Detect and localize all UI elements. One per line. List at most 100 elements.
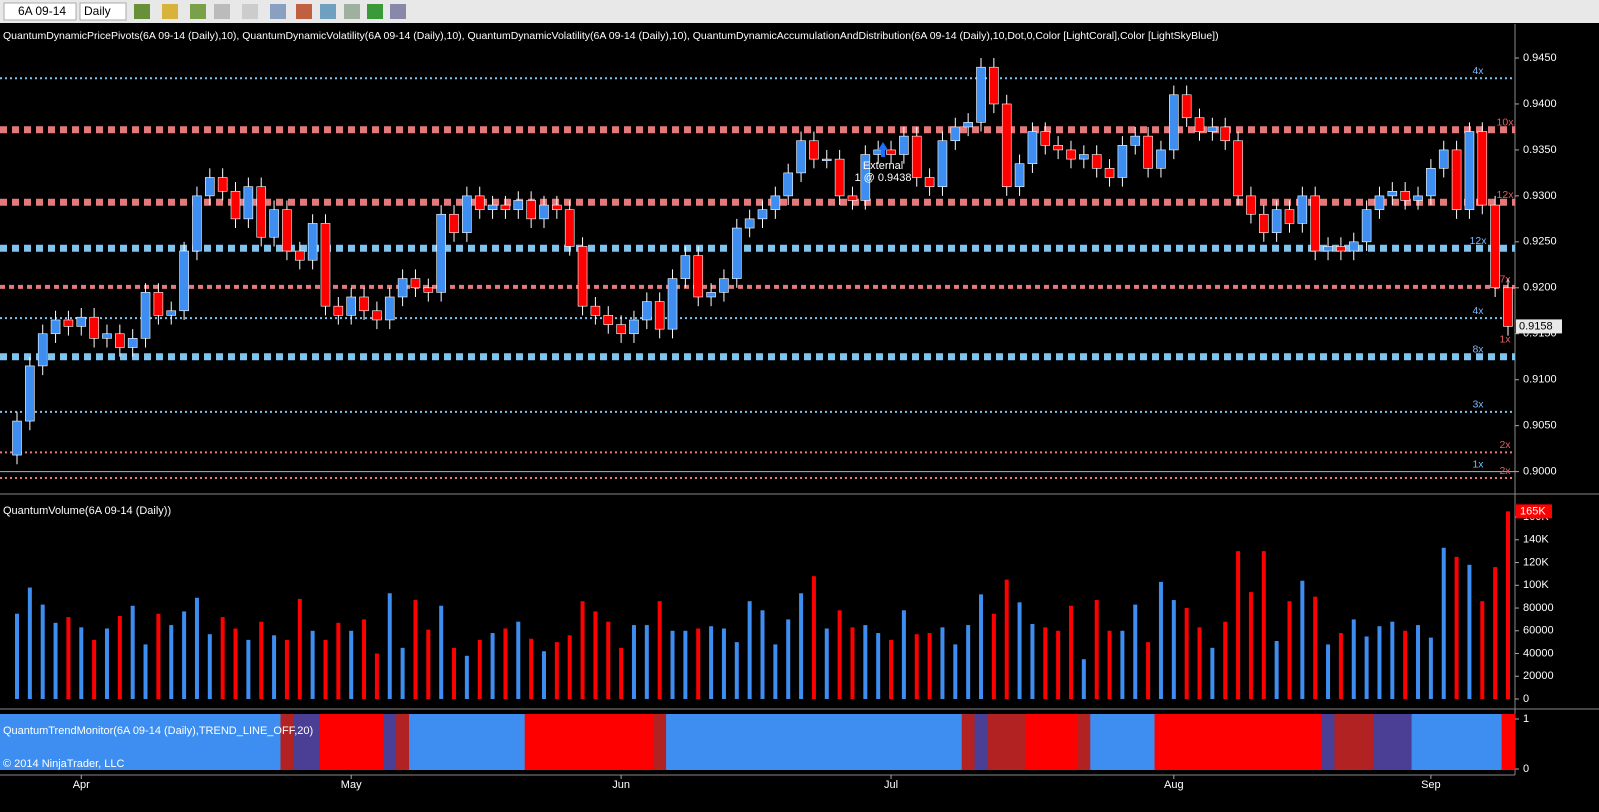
period[interactable]: Daily [84,4,111,18]
candle-body [976,66,986,123]
volume-bar [1158,581,1163,699]
volume-bar [683,630,688,699]
volume-bar [220,617,225,699]
tool-icon[interactable] [242,4,258,19]
trend-segment [1128,714,1143,770]
candle-body [63,319,74,327]
x-tick-label: Jul [884,779,898,791]
candle-body [719,278,729,293]
instrument-box[interactable] [3,2,77,21]
volume-bar [824,628,829,699]
volume-bar [27,587,32,699]
period-box[interactable] [79,2,127,21]
volume-bar [1493,567,1498,699]
trend-segment [1411,714,1425,770]
candle-body [230,190,241,220]
trend-segment [23,714,37,770]
tool-icon[interactable] [214,4,230,19]
candle-body [989,66,999,105]
trend-segment [781,714,796,770]
volume-bar [284,639,289,699]
candle-body [847,195,858,201]
trend-segment [1115,714,1130,770]
volume-bar [773,644,778,699]
candle-body [179,250,189,312]
trend-segment [1103,714,1117,770]
candle-body [731,227,742,279]
candle-body [783,172,794,197]
tool-icon[interactable] [296,4,312,19]
volume-bar [1094,600,1099,699]
pivot-level-label: 4x [1472,305,1484,317]
volume-bar [541,651,546,699]
tool-icon[interactable] [270,4,286,19]
candle-body [487,204,498,210]
candle-body [1207,126,1218,132]
trend-segment [473,714,487,770]
candle-body [1117,145,1128,178]
candle-body [449,213,459,233]
candle-body [37,333,48,367]
candle-body [217,177,228,192]
tool-icon[interactable] [162,4,178,19]
candle-body [423,287,434,293]
volume-bar [79,627,84,699]
y-tick-label: 0.9200 [1523,282,1557,294]
pivot-level-label: 4x [1472,65,1484,77]
copyright: © 2014 NinjaTrader, LLC [3,758,124,770]
tool-icon[interactable] [367,4,383,19]
candle-body [1271,209,1282,233]
trend-segment [1218,714,1233,770]
trend-panel-title: QuantumTrendMonitor(6A 09-14 (Daily),TRE… [3,725,313,737]
trend-segment [1025,714,1040,770]
trend-segment [858,714,873,770]
trend-segment [1180,714,1194,770]
candle-body [192,195,202,252]
volume-bar [1261,551,1266,699]
candle-body [166,310,177,316]
candle-body [1220,126,1231,142]
candle-body [474,195,485,210]
trend-segment [370,714,384,770]
trend-segment [678,714,693,770]
trend-segment [1283,714,1297,770]
trend-segment [203,714,217,770]
trend-segment [627,714,641,770]
y-tick-label: 0.9300 [1523,190,1557,202]
instrument[interactable]: 6A 09-14 [18,4,66,18]
volume-bar [143,644,148,699]
candle-body [1053,145,1063,151]
trend-segment [1321,714,1335,770]
candle-body [539,204,549,220]
trend-segment [1167,714,1181,770]
tool-icon[interactable] [344,4,360,19]
candle-body [1438,149,1449,169]
trend-segment [640,714,654,770]
trend-segment [1193,714,1207,770]
candle-body [115,333,125,348]
candle-body [513,200,524,210]
tool-icon[interactable] [190,4,206,19]
candle-body [1348,241,1359,252]
volume-bar [464,655,469,699]
candle-body [384,296,395,321]
trend-segment [486,714,500,770]
tool-icon[interactable] [134,4,150,19]
candle-body [1387,190,1398,197]
annotation-text: External [863,160,903,172]
volume-bar [619,647,624,699]
tool-icon[interactable] [390,4,406,19]
trend-segment [383,714,397,770]
trend-segment [409,714,423,770]
candle-body [1027,131,1038,165]
candle-body [153,292,164,316]
trend-segment [1013,714,1027,770]
candle-body [1169,94,1179,151]
candle-body [25,365,35,422]
candle-body [397,278,408,298]
trend-segment [1488,714,1503,770]
candle-body [744,218,755,229]
tool-icon[interactable] [320,4,336,19]
trend-segment [524,714,539,770]
